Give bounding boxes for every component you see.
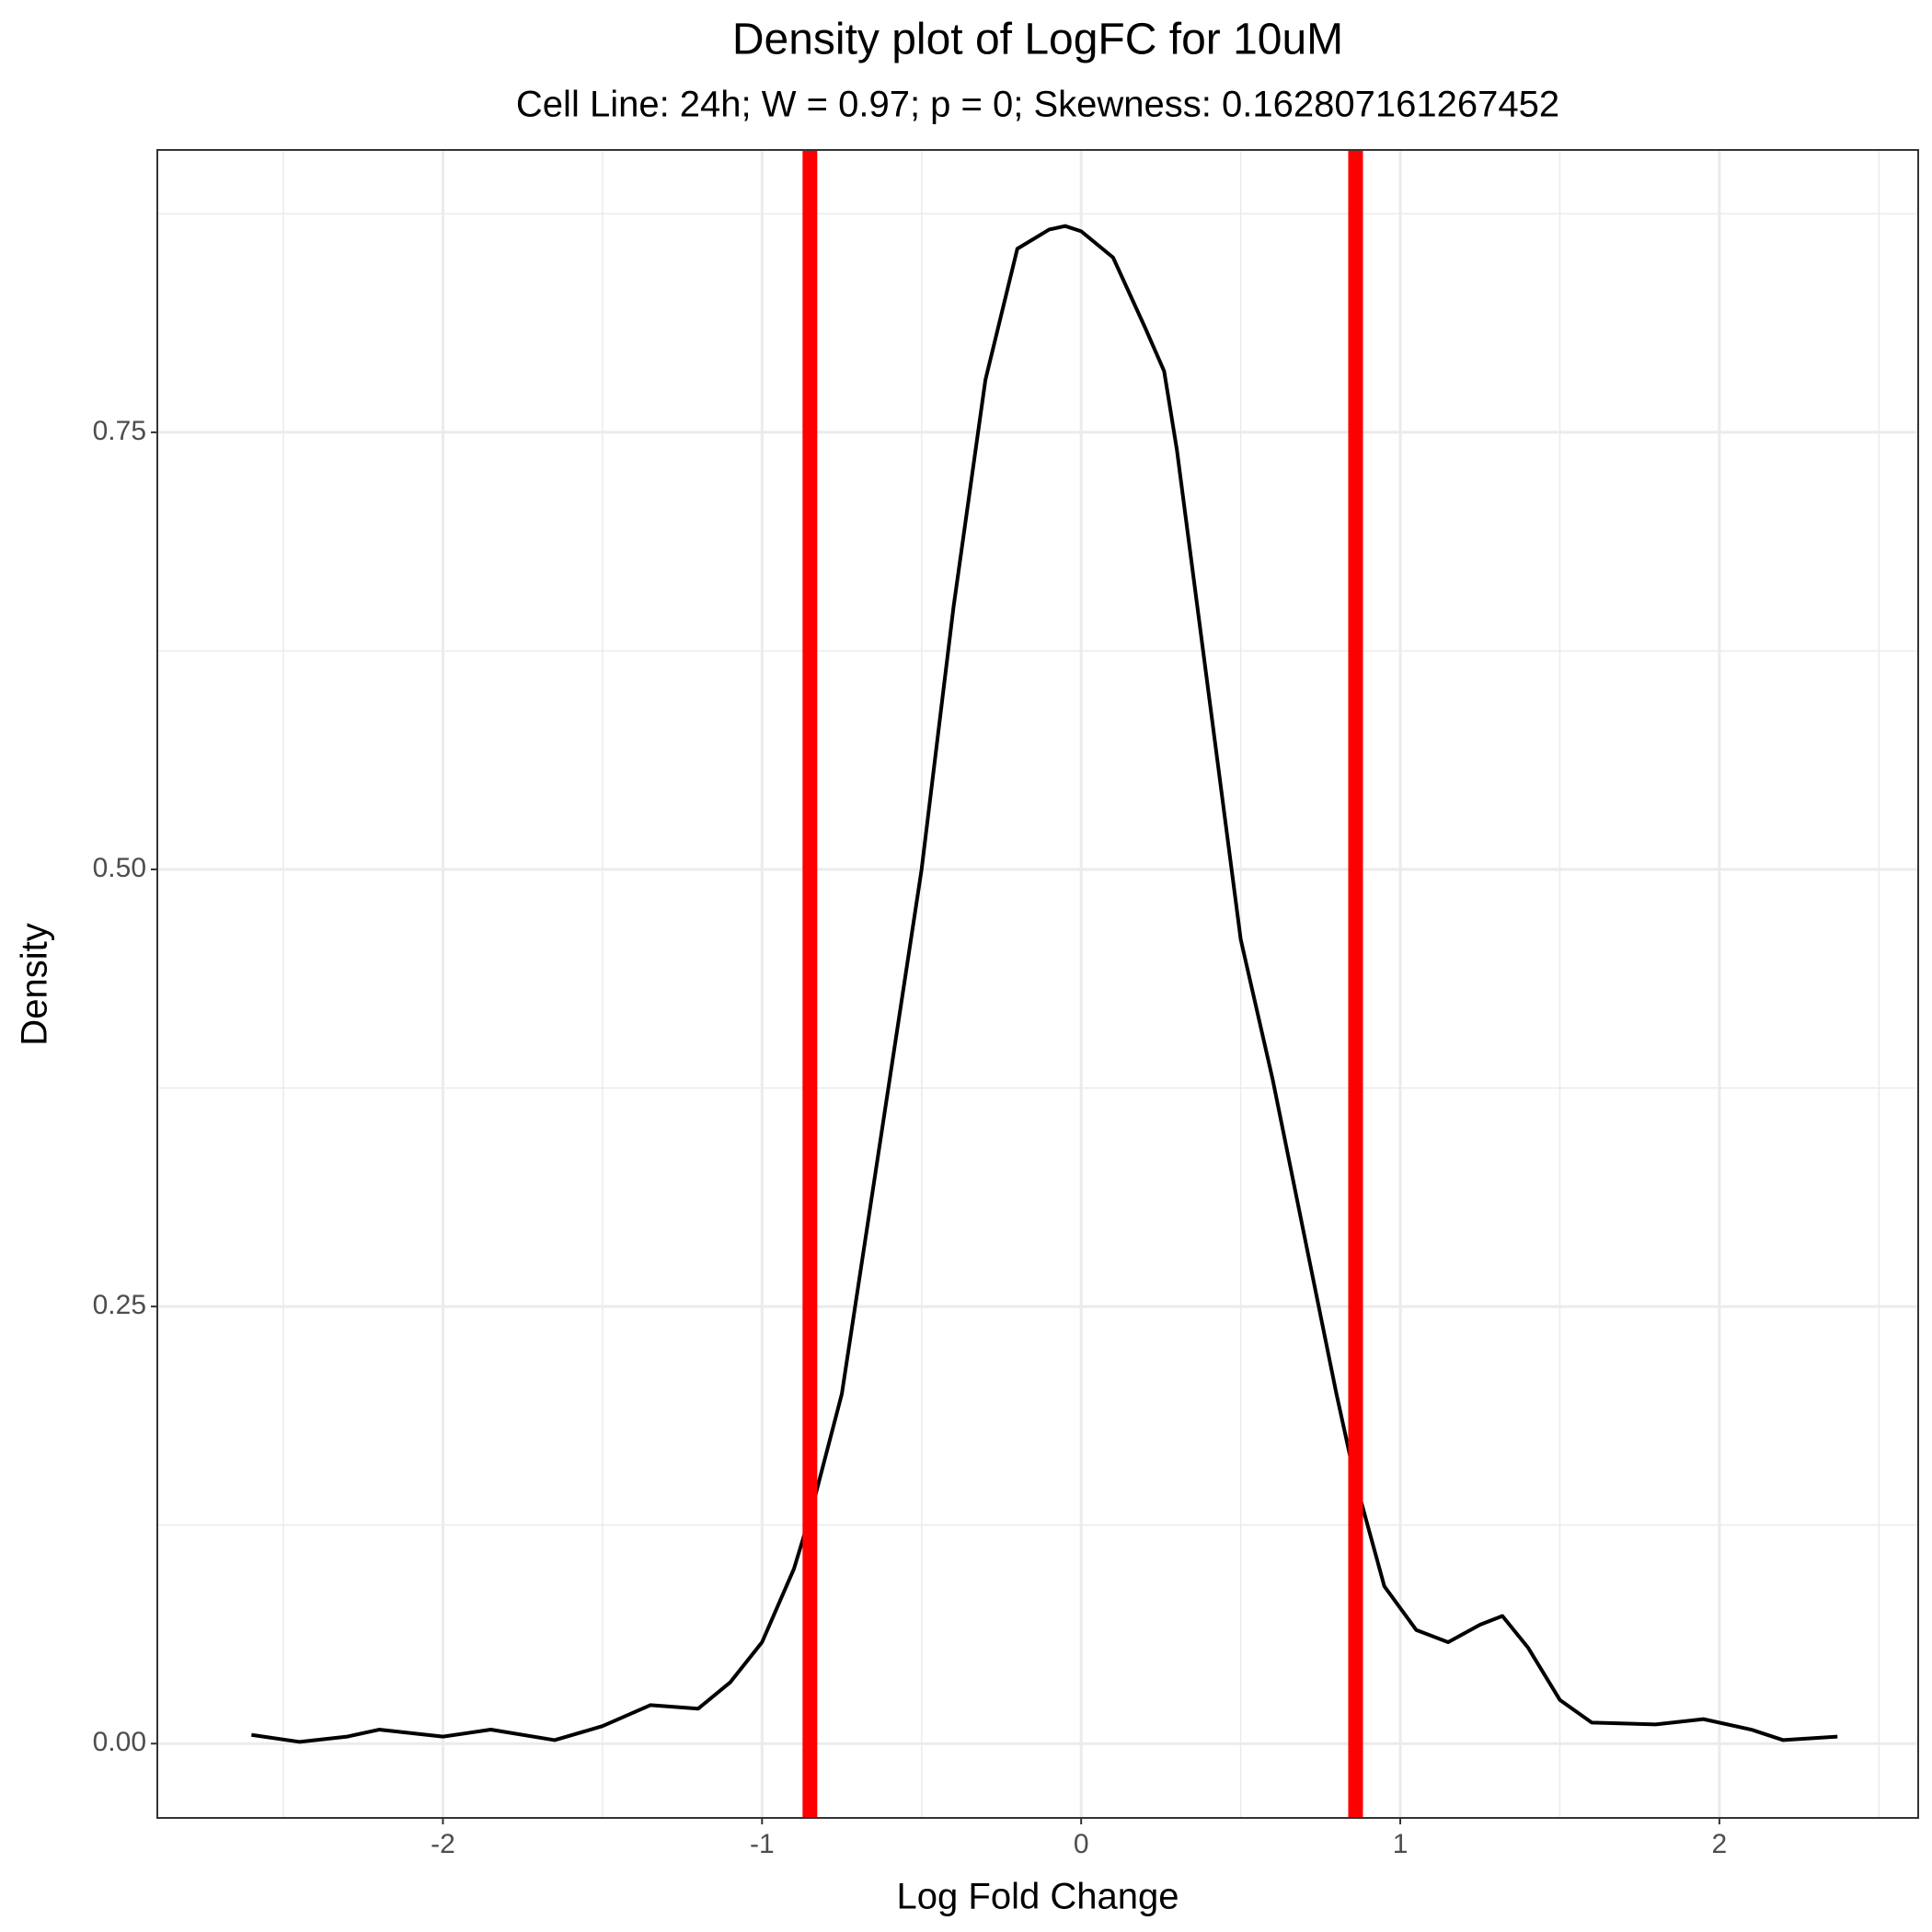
y-tick-label: 0.00 bbox=[93, 1727, 146, 1757]
x-axis-title: Log Fold Change bbox=[897, 1877, 1179, 1917]
chart-title: Density plot of LogFC for 10uM bbox=[732, 16, 1343, 64]
x-tick-label: -1 bbox=[750, 1829, 775, 1859]
x-tick-label: 0 bbox=[1074, 1829, 1089, 1859]
chart-subtitle: Cell Line: 24h; W = 0.97; p = 0; Skewnes… bbox=[516, 85, 1559, 125]
y-tick-label: 0.25 bbox=[93, 1290, 146, 1320]
plot-border bbox=[156, 149, 1919, 1819]
y-axis-title: Density bbox=[15, 923, 55, 1045]
x-tick-label: 2 bbox=[1712, 1829, 1728, 1859]
x-tick-label: -2 bbox=[431, 1829, 455, 1859]
x-tick-label: 1 bbox=[1393, 1829, 1409, 1859]
y-tick-label: 0.50 bbox=[93, 853, 146, 883]
y-tick-label: 0.75 bbox=[93, 416, 146, 446]
density-line bbox=[251, 224, 1838, 1744]
